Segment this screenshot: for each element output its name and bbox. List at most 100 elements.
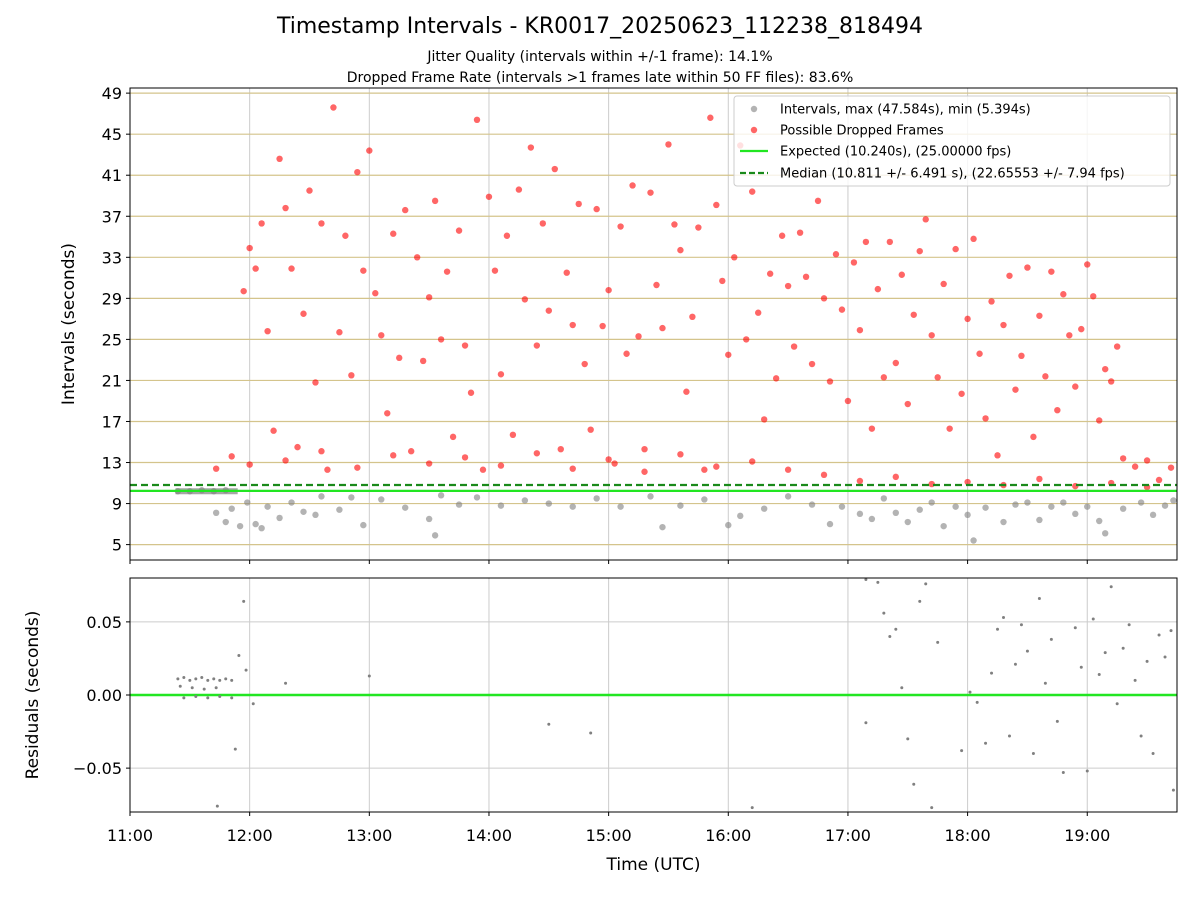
residual-point: [242, 599, 246, 603]
interval-point: [473, 494, 481, 501]
x-tick-label: 12:00: [227, 826, 273, 845]
dropped-frame-point: [1167, 464, 1175, 471]
dropped-frame-point: [1084, 261, 1091, 268]
interval-point: [593, 495, 600, 502]
dropped-frame-point: [820, 471, 828, 479]
dropped-frame-point: [1006, 272, 1013, 279]
interval-point: [856, 510, 864, 518]
dropped-frame-point: [749, 188, 756, 195]
dropped-frame-point: [228, 453, 235, 460]
dropped-frame-point: [814, 197, 822, 205]
dropped-frame-point: [976, 350, 983, 357]
dropped-frame-point: [1119, 455, 1127, 462]
dropped-frame-point: [1155, 476, 1163, 484]
dropped-frame-point: [497, 371, 505, 378]
residual-point: [1019, 623, 1023, 627]
dropped-frame-point: [402, 206, 409, 214]
interval-point: [300, 508, 307, 515]
dropped-frame-point: [306, 187, 313, 194]
interval-point: [880, 495, 888, 502]
dropped-frame-point: [360, 267, 367, 274]
dropped-frame-point: [467, 389, 475, 396]
interval-point: [521, 497, 529, 504]
residual-point: [1163, 655, 1167, 659]
dropped-frame-point: [964, 315, 971, 323]
dropped-frame-point: [629, 182, 636, 189]
interval-point: [288, 499, 295, 506]
dropped-frame-point: [461, 454, 469, 461]
residual-point: [1085, 769, 1089, 773]
dropped-frame-point: [384, 410, 391, 417]
dropped-frame-point: [916, 247, 923, 255]
dropped-frame-point: [449, 433, 457, 441]
dropped-frame-point: [659, 324, 666, 332]
interval-point: [1048, 503, 1055, 510]
dropped-frame-point: [1096, 417, 1103, 424]
dropped-frame-point: [838, 306, 846, 313]
residual-point: [1139, 734, 1143, 738]
residual-point: [218, 678, 222, 682]
residual-point: [882, 611, 886, 615]
interval-point: [904, 518, 911, 526]
dropped-frame-point: [581, 360, 588, 368]
residual-point: [996, 627, 1000, 631]
dropped-frame-point: [832, 251, 840, 258]
dropped-frame-point: [1131, 463, 1139, 470]
residual-point: [1157, 633, 1161, 637]
x-tick-label: 15:00: [586, 826, 632, 845]
dropped-frame-point: [1060, 291, 1067, 298]
interval-point: [1149, 511, 1157, 519]
dropped-frame-point: [886, 238, 894, 246]
residual-point: [206, 696, 210, 700]
interval-point: [1012, 501, 1019, 508]
residual-point: [1151, 752, 1155, 755]
residual-point: [1127, 623, 1131, 627]
interval-point: [360, 521, 367, 529]
dropped-frame-point: [934, 374, 941, 381]
dropped-frame-point: [653, 281, 660, 289]
residual-point: [975, 700, 979, 704]
dropped-frame-point: [1036, 312, 1043, 319]
dropped-frame-point: [593, 205, 600, 213]
interval-point: [228, 505, 235, 512]
dropped-frame-point: [1036, 475, 1043, 483]
dropped-frame-point: [1066, 332, 1073, 339]
intervals-plot: 5 9 13 17 21 25 29 33 37 41 45 49 Intervals (seconds…: [59, 84, 1178, 564]
dropped-frame-point: [958, 390, 965, 397]
dropped-frame-point: [569, 321, 576, 329]
dropped-frame-point: [665, 141, 672, 148]
residual-point: [906, 737, 910, 741]
interval-point: [378, 496, 385, 503]
dropped-frame-point: [288, 265, 295, 272]
residual-point: [202, 687, 206, 691]
dropped-frame-point: [701, 466, 708, 473]
dropped-frame-point: [940, 280, 947, 288]
dropped-frame-point: [808, 360, 816, 368]
jitter-quality-subtitle: Jitter Quality (intervals within +/-1 fr…: [427, 49, 773, 65]
interval-point: [244, 499, 251, 506]
y-tick-label: 0.05: [86, 613, 122, 632]
dropped-frame-point: [623, 350, 630, 357]
dropped-frame-point: [952, 245, 959, 253]
dropped-frame-point: [575, 200, 582, 208]
dropped-frame-point: [300, 310, 307, 317]
dropped-frame-point: [892, 359, 900, 367]
residual-point: [1007, 734, 1011, 738]
dropped-frame-point: [617, 223, 624, 230]
x-axis-label: Time (UTC): [606, 855, 701, 875]
dropped-frame-point: [1000, 321, 1007, 329]
x-tick-label: 18:00: [945, 826, 991, 845]
residual-point: [1055, 719, 1059, 723]
residual-point: [924, 582, 928, 586]
dropped-frame-point: [719, 277, 726, 285]
dropped-frame-point: [677, 246, 684, 254]
y-tick-label: 17: [102, 412, 122, 431]
interval-point: [1119, 505, 1127, 512]
dropped-frame-point: [1107, 378, 1115, 385]
dropped-frame-point: [258, 220, 265, 227]
interval-point: [659, 523, 666, 531]
dropped-frame-point: [982, 415, 989, 422]
dropped-frame-point: [725, 351, 732, 358]
dropped-frame-point: [264, 327, 271, 335]
residual-point: [1103, 651, 1107, 655]
